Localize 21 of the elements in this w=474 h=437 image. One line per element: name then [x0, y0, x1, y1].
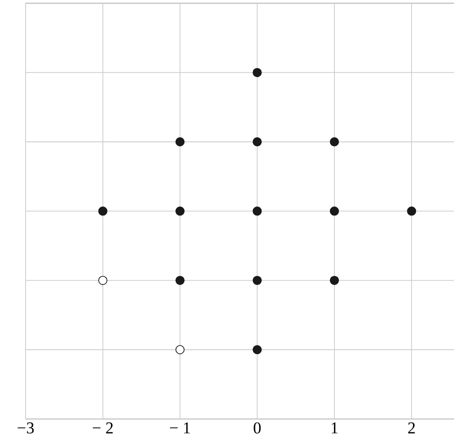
point — [252, 345, 262, 354]
point — [175, 276, 185, 286]
x-tick-label: − 1 — [170, 422, 190, 434]
x-tick-label: 0 — [254, 422, 261, 434]
point — [98, 206, 108, 216]
point — [252, 206, 262, 216]
point — [330, 137, 339, 146]
point — [98, 276, 108, 286]
point — [175, 137, 185, 146]
point — [252, 68, 262, 78]
point — [330, 276, 339, 286]
x-tick-label: − 2 — [92, 422, 113, 434]
point — [330, 206, 339, 216]
x-tick-label: 2 — [408, 422, 415, 434]
point — [252, 276, 262, 286]
point — [175, 206, 185, 216]
x-tick-label: −3 — [18, 422, 34, 434]
point — [175, 345, 185, 354]
point — [252, 137, 262, 146]
x-tick-label: 1 — [332, 422, 338, 434]
point — [407, 206, 416, 216]
